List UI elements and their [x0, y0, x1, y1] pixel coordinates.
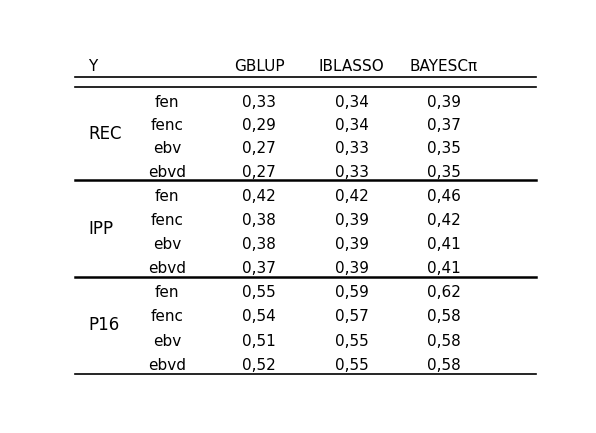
Text: 0,35: 0,35: [427, 141, 461, 156]
Text: 0,37: 0,37: [243, 261, 276, 276]
Text: GBLUP: GBLUP: [234, 59, 284, 74]
Text: 0,29: 0,29: [243, 118, 276, 133]
Text: fen: fen: [154, 285, 179, 300]
Text: 0,42: 0,42: [243, 188, 276, 204]
Text: 0,51: 0,51: [243, 333, 276, 349]
Text: ebv: ebv: [153, 141, 181, 156]
Text: fenc: fenc: [150, 213, 184, 228]
Text: 0,54: 0,54: [243, 310, 276, 324]
Text: fen: fen: [154, 95, 179, 110]
Text: 0,46: 0,46: [427, 188, 461, 204]
Text: REC: REC: [88, 125, 122, 142]
Text: 0,27: 0,27: [243, 165, 276, 180]
Text: 0,41: 0,41: [427, 237, 461, 252]
Text: 0,62: 0,62: [427, 285, 461, 300]
Text: 0,59: 0,59: [335, 285, 368, 300]
Text: ebvd: ebvd: [148, 261, 186, 276]
Text: fenc: fenc: [150, 310, 184, 324]
Text: BAYESCπ: BAYESCπ: [410, 59, 478, 74]
Text: ebv: ebv: [153, 237, 181, 252]
Text: 0,34: 0,34: [335, 118, 368, 133]
Text: 0,42: 0,42: [427, 213, 461, 228]
Text: ebv: ebv: [153, 333, 181, 349]
Text: 0,41: 0,41: [427, 261, 461, 276]
Text: ebvd: ebvd: [148, 165, 186, 180]
Text: 0,52: 0,52: [243, 358, 276, 373]
Text: 0,39: 0,39: [427, 95, 461, 110]
Text: 0,34: 0,34: [335, 95, 368, 110]
Text: 0,38: 0,38: [243, 213, 276, 228]
Text: IPP: IPP: [88, 220, 113, 238]
Text: 0,57: 0,57: [335, 310, 368, 324]
Text: 0,33: 0,33: [242, 95, 277, 110]
Text: 0,37: 0,37: [427, 118, 461, 133]
Text: Y: Y: [88, 59, 98, 74]
Text: 0,33: 0,33: [334, 165, 369, 180]
Text: 0,58: 0,58: [427, 358, 461, 373]
Text: 0,55: 0,55: [335, 333, 368, 349]
Text: 0,55: 0,55: [243, 285, 276, 300]
Text: 0,27: 0,27: [243, 141, 276, 156]
Text: IBLASSO: IBLASSO: [319, 59, 384, 74]
Text: 0,38: 0,38: [243, 237, 276, 252]
Text: fenc: fenc: [150, 118, 184, 133]
Text: 0,35: 0,35: [427, 165, 461, 180]
Text: 0,33: 0,33: [334, 141, 369, 156]
Text: fen: fen: [154, 188, 179, 204]
Text: 0,58: 0,58: [427, 310, 461, 324]
Text: P16: P16: [88, 317, 120, 334]
Text: 0,39: 0,39: [334, 213, 369, 228]
Text: 0,42: 0,42: [335, 188, 368, 204]
Text: ebvd: ebvd: [148, 358, 186, 373]
Text: 0,55: 0,55: [335, 358, 368, 373]
Text: 0,39: 0,39: [334, 261, 369, 276]
Text: 0,58: 0,58: [427, 333, 461, 349]
Text: 0,39: 0,39: [334, 237, 369, 252]
